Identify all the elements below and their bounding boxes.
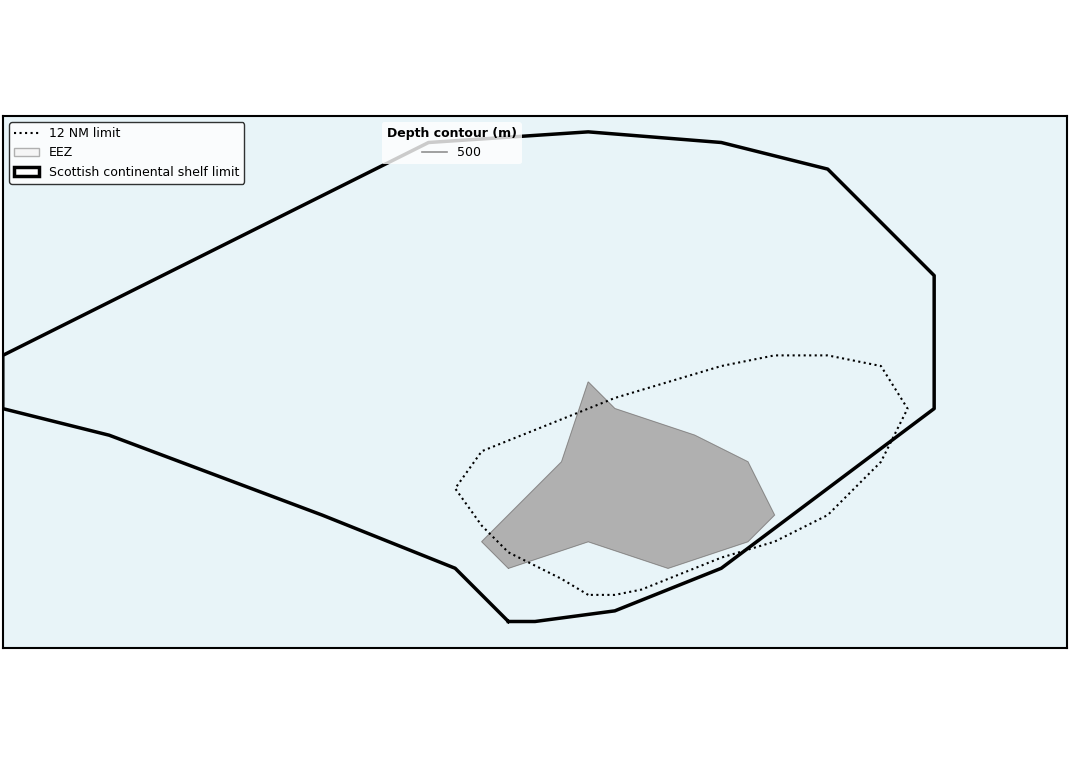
Legend: 500: 500 <box>382 122 521 164</box>
Polygon shape <box>482 382 775 568</box>
